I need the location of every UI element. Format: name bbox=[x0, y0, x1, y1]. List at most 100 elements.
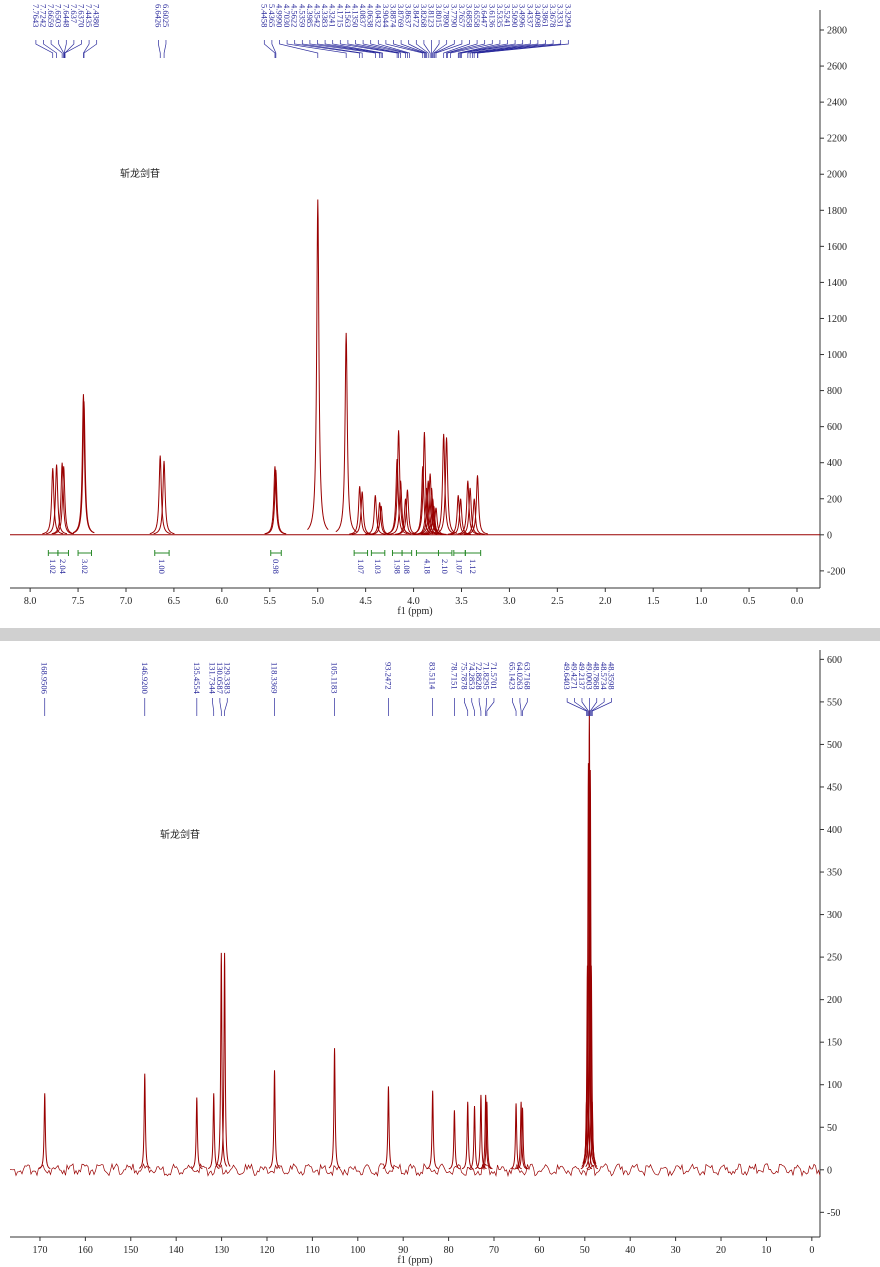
peak-label: 4.3241 bbox=[328, 4, 338, 27]
x-tick-label: 0 bbox=[809, 1245, 814, 1256]
peak-label-line bbox=[589, 698, 598, 716]
peak-label: 7.4435 bbox=[84, 4, 94, 27]
peak-label-line bbox=[385, 40, 424, 58]
peak-label-line bbox=[279, 40, 319, 58]
integral-label: 2.04 bbox=[58, 559, 68, 575]
x-tick-label: 4.5 bbox=[359, 596, 372, 607]
peak-label-line bbox=[50, 40, 63, 58]
peak-label: 3.8769 bbox=[396, 4, 406, 27]
peak bbox=[53, 466, 75, 535]
y-tick-label: 550 bbox=[827, 697, 842, 708]
integral-label: 2.10 bbox=[440, 559, 450, 574]
baseline bbox=[9, 1162, 821, 1178]
peak bbox=[307, 199, 329, 531]
peak-label: 64.0263 bbox=[515, 662, 525, 690]
peak-label-line bbox=[271, 40, 277, 58]
peak-label: 118.3369 bbox=[270, 662, 280, 694]
y-tick-label: 200 bbox=[827, 995, 842, 1006]
x-tick-label: 70 bbox=[489, 1245, 499, 1256]
peak-label: 93.2472 bbox=[383, 662, 393, 690]
peak bbox=[425, 507, 447, 535]
peak-label-line bbox=[400, 40, 426, 58]
peak-label: 7.6659 bbox=[46, 4, 56, 27]
peak-label-line bbox=[446, 40, 478, 58]
peak-label: 65.1423 bbox=[508, 662, 518, 690]
peak-label: 74.2853 bbox=[467, 662, 477, 690]
peak-label-line bbox=[574, 698, 588, 716]
peak-label-line bbox=[471, 698, 475, 716]
peak-label-line bbox=[460, 40, 516, 58]
y-tick-label: 250 bbox=[827, 953, 842, 964]
x-tick-label: 80 bbox=[444, 1245, 454, 1256]
annotation: 斩龙剑苷 bbox=[160, 828, 200, 841]
peak bbox=[149, 455, 171, 535]
y-tick-label: 800 bbox=[827, 386, 842, 397]
peak bbox=[51, 462, 73, 535]
peak-label: 3.8637 bbox=[404, 4, 414, 27]
peak-label-line bbox=[432, 40, 440, 58]
peak-label: 3.7790 bbox=[449, 4, 459, 27]
y-tick-label: 450 bbox=[827, 782, 842, 793]
peak-label-line bbox=[263, 40, 276, 58]
peak-label: 3.3294 bbox=[563, 4, 573, 28]
peak bbox=[516, 1107, 529, 1170]
peak-label: 4.3985 bbox=[305, 4, 315, 27]
integral-bracket bbox=[270, 550, 282, 556]
integral-bracket bbox=[415, 550, 439, 556]
peak-label: 75.7878 bbox=[459, 662, 469, 690]
peak-label: 71.5701 bbox=[489, 662, 499, 690]
integral-bracket bbox=[370, 550, 386, 556]
peak-label-line bbox=[212, 698, 215, 716]
integral-label: 1.03 bbox=[373, 559, 383, 574]
peak-label: 4.1563 bbox=[343, 4, 353, 27]
peak bbox=[46, 464, 68, 535]
integral-bracket bbox=[353, 550, 369, 556]
peak bbox=[447, 495, 469, 535]
peak-label-line bbox=[339, 40, 398, 58]
peak-label-line bbox=[163, 40, 167, 58]
peak-label-line bbox=[377, 40, 410, 58]
x-tick-label: 160 bbox=[78, 1245, 93, 1256]
peak-label: 4.5359 bbox=[297, 4, 307, 27]
integral-label: 4.18 bbox=[422, 559, 432, 574]
x-tick-label: 50 bbox=[580, 1245, 590, 1256]
peak bbox=[457, 480, 479, 535]
integral-bracket bbox=[391, 550, 403, 556]
peak-label: 4.5622 bbox=[290, 4, 300, 27]
peak-label: 7.7242 bbox=[38, 4, 48, 27]
peak-label-line bbox=[224, 698, 228, 716]
peak-label: 48.5734 bbox=[599, 662, 609, 690]
x-tick-label: 6.0 bbox=[216, 596, 229, 607]
peak bbox=[191, 1097, 203, 1170]
y-tick-label: 1200 bbox=[827, 314, 847, 325]
y-tick-label: 50 bbox=[827, 1123, 837, 1134]
peak bbox=[207, 1093, 220, 1170]
x-tick-label: 4.0 bbox=[407, 596, 420, 607]
peak-label-line bbox=[301, 40, 363, 58]
peak-label-line bbox=[519, 698, 522, 716]
integral-bracket bbox=[154, 550, 170, 556]
peak-label-line bbox=[415, 40, 429, 58]
y-tick-label: 0 bbox=[827, 530, 832, 541]
peak-label-line bbox=[485, 698, 487, 716]
peak-label: 3.6447 bbox=[480, 4, 490, 27]
peak-label-line bbox=[522, 698, 528, 716]
peak-label: 3.5335 bbox=[495, 4, 505, 27]
peak-label: 7.6448 bbox=[61, 4, 71, 27]
peak-label: 7.6370 bbox=[76, 4, 86, 27]
peak-label-line bbox=[309, 40, 376, 58]
peak bbox=[73, 401, 95, 534]
y-tick-label: 200 bbox=[827, 494, 842, 505]
x-tick-label: 170 bbox=[32, 1245, 47, 1256]
y-tick-label: 1600 bbox=[827, 242, 847, 253]
peak-label-line bbox=[467, 40, 531, 58]
peak bbox=[467, 475, 488, 535]
peak-label-line bbox=[286, 40, 347, 58]
peak bbox=[265, 469, 287, 535]
peak bbox=[138, 1073, 151, 1169]
peak bbox=[382, 1086, 395, 1169]
x-tick-label: 20 bbox=[716, 1245, 726, 1256]
peak-label: 49.2137 bbox=[577, 662, 587, 690]
peak-label: 48.3598 bbox=[607, 662, 617, 690]
peak-label: 72.8828 bbox=[474, 662, 484, 690]
